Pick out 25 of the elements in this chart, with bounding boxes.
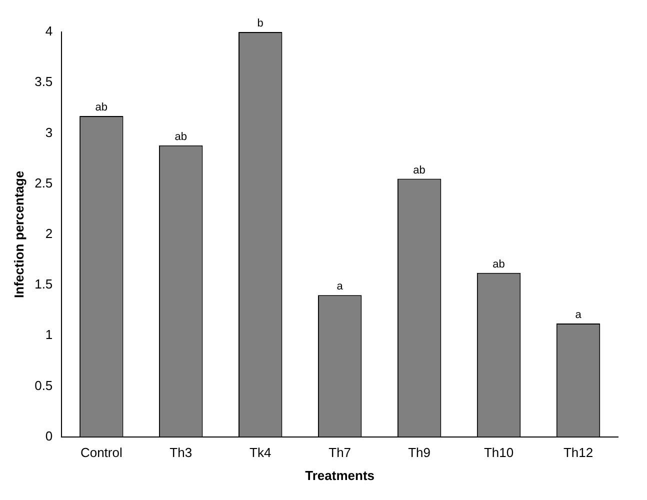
x-tick-label: Th10 [484, 445, 514, 460]
annotation: a [336, 280, 344, 293]
y-tick-label: 2.5 [34, 175, 53, 190]
x-tick-label: Th7 [328, 445, 352, 460]
annotation: ab [413, 164, 426, 176]
annotation: ab [492, 258, 505, 270]
y-tick-label: 1.5 [34, 276, 53, 292]
y-axis-title: Infection percentage [11, 170, 26, 298]
y-tick-label: 3.5 [34, 74, 53, 90]
y-tick-label: 0.5 [34, 378, 53, 393]
x-tick-label: Th3 [170, 445, 192, 460]
y-tick-label: 1 [45, 327, 53, 342]
y-tick-label: 2 [45, 226, 53, 241]
x-axis-title: Treatments [305, 468, 375, 483]
y-tick-label: 3 [45, 124, 53, 140]
annotation: ab [95, 102, 108, 114]
x-tick-label: Th12 [563, 445, 594, 460]
y-tick-label: 4 [45, 24, 53, 39]
annotation: a [575, 308, 582, 321]
x-tick-label: Th9 [408, 445, 431, 460]
y-tick-label: 0 [45, 428, 53, 444]
annotation: ab [174, 130, 188, 143]
x-tick-label: Control [80, 445, 122, 460]
x-tick-label: Tk4 [250, 445, 272, 460]
annotation: b [257, 18, 264, 30]
